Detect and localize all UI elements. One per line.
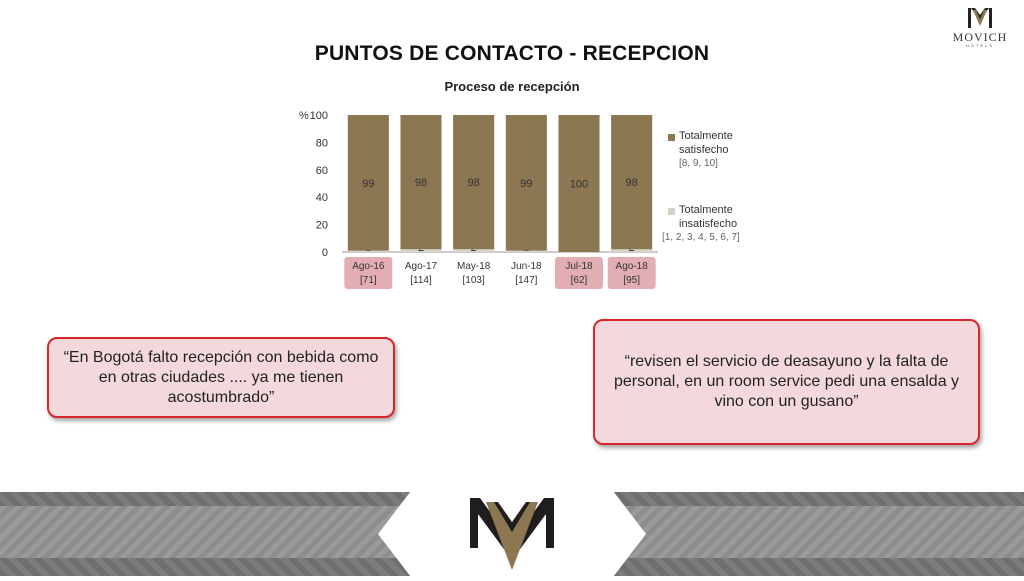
x-tick-label: Ago-17 [405, 261, 438, 272]
legend-item-unsatisfied: Totalmente insatisfecho [1, 2, 3, 4, 5, … [662, 203, 769, 245]
x-tick-label: Ago-18 [616, 261, 649, 272]
y-tick-label: 20 [316, 220, 328, 232]
quote-text-right: “revisen el servicio de deasayuno y la f… [613, 353, 960, 410]
x-tick-label: Jun-18 [511, 261, 542, 272]
movich-mark-icon [968, 8, 992, 28]
legend-item-satisfied: Totalmente satisfecho [8, 9, 10] [668, 129, 769, 171]
sample-size-label: [147] [515, 275, 537, 286]
legend-swatch-unsatisfied [668, 208, 675, 215]
bar-segment [611, 249, 653, 252]
x-tick-label: Ago-16 [352, 261, 385, 272]
y-tick-label: 0 [322, 247, 328, 259]
bar-segment [400, 249, 442, 252]
x-tick-label: May-18 [457, 261, 491, 272]
page-title: PUNTOS DE CONTACTO - RECEPCION [314, 42, 710, 65]
legend-swatch-satisfied [668, 134, 675, 141]
category-highlight [555, 257, 603, 289]
legend-label-satisfied: Totalmente satisfecho [679, 130, 733, 156]
bar-segment [558, 115, 600, 252]
data-label: 99 [520, 178, 532, 190]
data-label: 98 [626, 177, 638, 189]
sample-size-label: [95] [623, 275, 640, 286]
quote-box-left: “En Bogotá falto recepción con bebida co… [47, 337, 395, 418]
bar-segment [453, 249, 495, 252]
y-axis-label: % [299, 110, 309, 122]
quote-box-right: “revisen el servicio de deasayuno y la f… [593, 319, 980, 445]
chart-title: Proceso de recepción [444, 79, 580, 94]
bar-segment [347, 115, 389, 251]
bar-segment [453, 115, 495, 250]
x-tick-label: Jul-18 [565, 261, 593, 272]
footer-logo-icon [470, 498, 554, 570]
footer-banner [0, 492, 1024, 576]
brand-name: MOVICH [952, 30, 1008, 44]
y-tick-label: 60 [316, 165, 328, 177]
footer-logo-plate [378, 492, 646, 576]
category-highlight [344, 257, 393, 289]
sample-size-label: [62] [571, 275, 588, 286]
brand-sub: HOTELS [965, 43, 994, 48]
bar-chart: 020406080100%199Ago-16[71]298Ago-17[114]… [299, 110, 658, 289]
y-tick-label: 80 [316, 137, 328, 149]
data-label: 100 [570, 179, 588, 191]
quote-text-left: “En Bogotá falto recepción con bebida co… [63, 348, 379, 406]
sample-size-label: [71] [360, 275, 377, 286]
sample-size-label: [114] [410, 275, 432, 286]
legend-range-unsatisfied: [1, 2, 3, 4, 5, 6, 7] [662, 232, 740, 243]
y-tick-label: 100 [310, 110, 328, 122]
legend-label-unsatisfied: Totalmente insatisfecho [679, 204, 738, 230]
data-label: 98 [468, 177, 480, 189]
bar-segment [505, 115, 547, 251]
bar-segment [400, 115, 442, 250]
movich-logo: MOVICH HOTELS [940, 6, 1020, 48]
bar-segment [611, 115, 653, 250]
legend-range-satisfied: [8, 9, 10] [679, 158, 718, 169]
y-tick-label: 40 [316, 192, 328, 204]
sample-size-label: [103] [463, 275, 485, 286]
data-label: 98 [415, 177, 427, 189]
bar-segment [347, 250, 389, 252]
data-label: 99 [362, 178, 374, 190]
category-highlight [607, 257, 656, 289]
bar-segment [505, 250, 547, 252]
